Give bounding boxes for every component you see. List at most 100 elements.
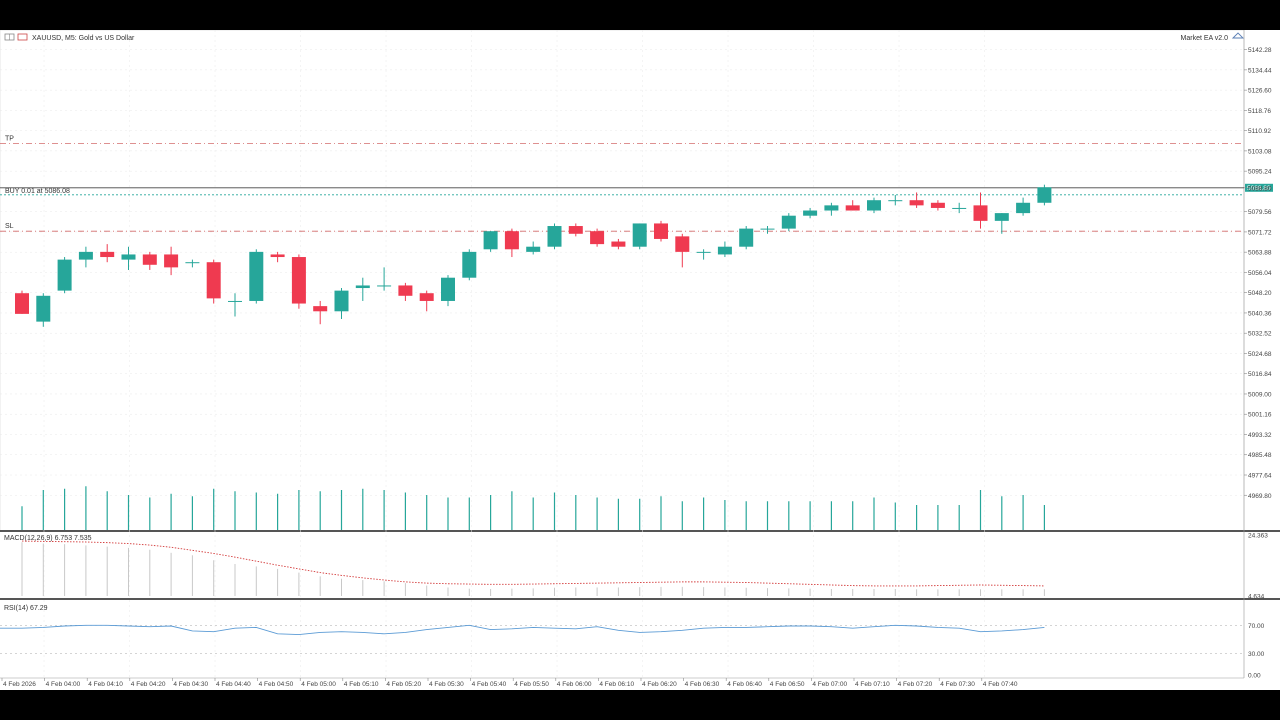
rsi-tick-label: 30.00 [1248, 651, 1265, 658]
time-tick-label: 4 Feb 05:10 [344, 681, 379, 688]
bear-candle [675, 233, 690, 268]
candle-body [185, 262, 200, 264]
candle-body [121, 254, 136, 260]
rsi-tick-label: 0.00 [1248, 673, 1261, 680]
price-tick-label: 5024.68 [1248, 351, 1272, 358]
price-tick-label: 5009.00 [1248, 391, 1272, 398]
bull-candle [185, 259, 200, 268]
bull-candle [57, 257, 72, 294]
bull-candle [1037, 184, 1052, 206]
time-scale[interactable]: 4 Feb 2026 4 Feb 04:00 4 Feb 04:10 4 Feb 04… [1, 678, 1018, 688]
price-tick-label: 4969.80 [1248, 493, 1272, 500]
time-tick-label: 4 Feb 07:20 [898, 681, 933, 688]
time-tick-label: 4 Feb 05:40 [472, 681, 507, 688]
chart-grid-icon[interactable] [17, 33, 28, 41]
time-tick-label: 4 Feb 04:10 [88, 681, 123, 688]
time-tick-label: 4 Feb 07:40 [983, 681, 1018, 688]
bull-candle [483, 231, 498, 252]
candle-body [228, 300, 242, 302]
sl-label: SL [5, 223, 14, 230]
candle-body [142, 254, 157, 265]
bear-candle [398, 282, 413, 301]
candles [15, 184, 1052, 327]
candle-body [760, 228, 775, 230]
bear-candle [845, 200, 860, 211]
time-tick-label: 4 Feb 06:10 [599, 681, 634, 688]
candle-body [739, 228, 754, 247]
price-scale[interactable]: 5142.28 5134.44 5126.60 5118.76 5110.92 5103.… [1244, 47, 1272, 500]
tp-level[interactable]: TP [0, 135, 1244, 144]
candle-body [419, 293, 434, 301]
bear-candle [654, 220, 668, 242]
candle-body [78, 251, 93, 260]
chart-canvas[interactable]: XAUUSD, M5: Gold vs US Dollar Market EA … [0, 30, 1280, 690]
candle-body [994, 213, 1009, 221]
sl-level[interactable]: SL [0, 223, 1244, 232]
candle-body [483, 231, 498, 250]
price-tick-label: 5095.24 [1248, 169, 1272, 176]
current-price-tag-box [1245, 183, 1273, 192]
bear-candle [568, 223, 583, 237]
macd-pane: MACD(12,26,9) 6.753 7.535 [4, 535, 1045, 596]
candle-body [803, 210, 818, 216]
volume-bars [21, 486, 1046, 530]
bull-candle [249, 249, 264, 304]
bull-candle [994, 213, 1009, 234]
ea-hat-icon[interactable] [1231, 32, 1245, 39]
time-tick-label: 4 Feb 04:30 [173, 681, 208, 688]
bull-candle [696, 249, 711, 260]
bull-candle [632, 223, 647, 250]
symbol-title: XAUUSD, M5: Gold vs US Dollar [32, 35, 135, 42]
bull-candle [952, 202, 967, 214]
candle-body [696, 251, 711, 253]
candle-body [717, 246, 732, 255]
macd-signal-line [21, 540, 1045, 587]
price-tick-label: 5126.60 [1248, 88, 1272, 95]
bear-candle [909, 192, 924, 208]
bull-candle [1016, 197, 1031, 216]
time-tick-label: 4 Feb 05:50 [514, 681, 549, 688]
time-tick-label: 4 Feb 05:20 [386, 681, 421, 688]
candle-body [632, 223, 647, 247]
bear-candle [611, 238, 626, 250]
candle-body [973, 205, 988, 221]
time-tick-label: 4 Feb 06:50 [770, 681, 805, 688]
price-tick-label: 5063.88 [1248, 250, 1272, 257]
candle-body [781, 215, 796, 229]
price-tick-label: 5032.52 [1248, 331, 1272, 338]
bear-candle [164, 246, 179, 276]
bear-candle [15, 290, 29, 314]
price-tick-label: 5118.76 [1248, 108, 1271, 115]
candle-body [249, 251, 264, 301]
candle-body [930, 202, 945, 208]
candle-body [1037, 187, 1052, 203]
bear-candle [100, 244, 115, 263]
price-tick-label: 5001.16 [1248, 412, 1272, 419]
bull-candle [717, 241, 732, 258]
candle-body [824, 205, 839, 211]
macd-tick-label: 4.634 [1248, 594, 1265, 601]
rsi-plot [0, 624, 1244, 655]
bull-candle [739, 226, 754, 250]
price-tick-label: 5040.36 [1248, 310, 1272, 317]
grid [0, 30, 1244, 678]
candle-body [355, 285, 370, 289]
time-tick-label: 4 Feb 07:10 [855, 681, 890, 688]
rsi-scale: 70.00 30.00 0.00 [1248, 623, 1265, 680]
candle-body [206, 262, 221, 299]
rsi-pane: RSI(14) 67.29 [0, 605, 1244, 655]
ea-label: Market EA v2.0 [1181, 35, 1229, 42]
bull-candle [36, 293, 51, 327]
bull-candle [121, 246, 136, 270]
candle-body [15, 293, 29, 314]
price-tick-label: 5071.72 [1248, 229, 1272, 236]
price-tick-label: 5079.56 [1248, 209, 1272, 216]
price-tick-label: 5134.44 [1248, 67, 1272, 74]
buy-level[interactable]: BUY 0.01 at 5086.08 [0, 188, 1244, 196]
time-tick-label: 4 Feb 06:00 [557, 681, 592, 688]
candle-body [398, 285, 413, 296]
candle-body [590, 231, 605, 245]
candle-body [462, 251, 477, 278]
candle-body [377, 285, 392, 287]
candle-body [654, 223, 668, 239]
